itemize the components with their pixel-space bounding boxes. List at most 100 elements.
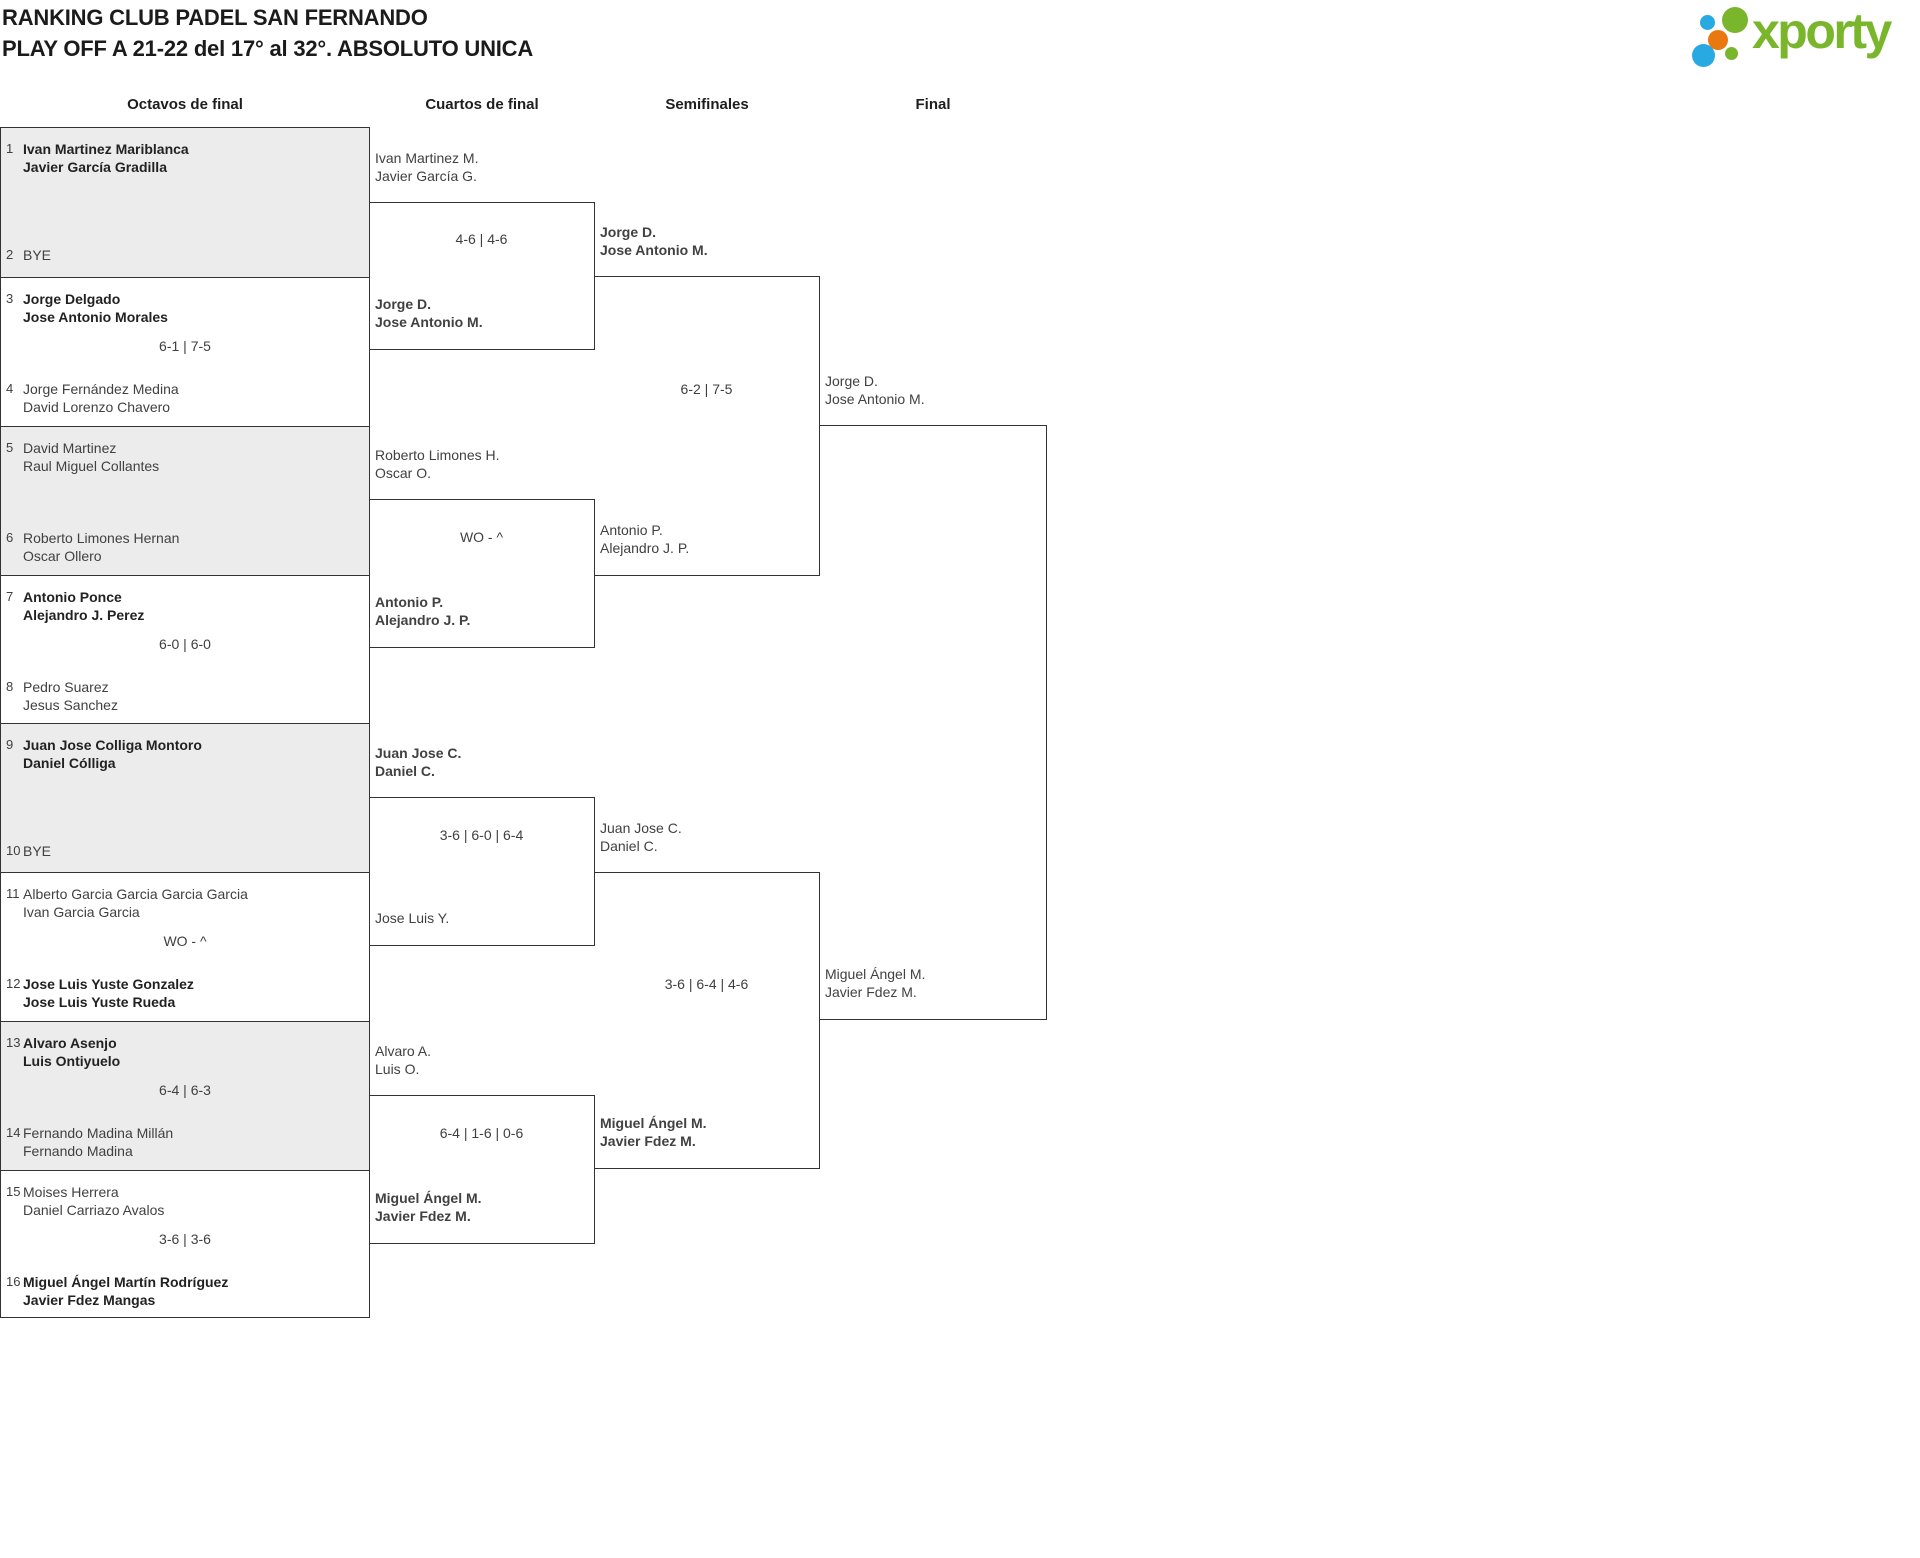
- bye-label: BYE: [23, 247, 52, 263]
- bye-label: BYE: [23, 843, 52, 859]
- match-score: WO - ^: [163, 933, 207, 949]
- team-label: Miguel Ángel M. Javier Fdez M.: [600, 1114, 814, 1150]
- player-2-name: Luis Ontiyuelo: [23, 1053, 121, 1069]
- match-score: 6-1 | 7-5: [159, 338, 211, 354]
- round-header-octavos: Octavos de final: [127, 96, 243, 113]
- player-2-name: Jesus Sanchez: [23, 697, 118, 713]
- match-score: 4-6 | 4-6: [455, 231, 508, 247]
- octavos-match-block-7: 13 Alvaro Asenjo Luis Ontiyuelo 6-4 | 6-…: [1, 1021, 369, 1170]
- player-2-name: Javier Fdez M.: [375, 1208, 471, 1224]
- team-label: Jorge D. Jose Antonio M.: [375, 295, 589, 331]
- team-name: David Martinez Raul Miguel Collantes: [23, 439, 365, 475]
- match-score: 3-6 | 3-6: [159, 1231, 211, 1247]
- player-1-name: Fernando Madina Millán: [23, 1125, 174, 1141]
- player-1-name: Alvaro A.: [375, 1043, 432, 1059]
- team-name: Miguel Ángel Martín Rodríguez Javier Fde…: [23, 1273, 365, 1309]
- seed-number: 11: [6, 886, 20, 901]
- player-1-name: Ivan Martinez Mariblanca: [23, 141, 189, 157]
- player-1-name: Jose Luis Y.: [375, 910, 450, 926]
- team-name: BYE: [23, 842, 365, 860]
- cuartos-match-2: Roberto Limones H. Oscar O. WO - ^ Anton…: [369, 447, 595, 648]
- player-1-name: Miguel Ángel M.: [375, 1190, 482, 1206]
- player-1-name: Miguel Ángel Martín Rodríguez: [23, 1274, 229, 1290]
- team-label: Juan Jose C. Daniel C.: [600, 819, 814, 855]
- seed-number: 5: [6, 440, 14, 455]
- player-1-name: Juan Jose C.: [600, 820, 682, 836]
- team-name: Jorge Delgado Jose Antonio Morales: [23, 290, 365, 326]
- team-label: Jorge D. Jose Antonio M.: [825, 372, 1039, 408]
- octavos-match-block-1: 1 Ivan Martinez Mariblanca Javier García…: [1, 128, 369, 277]
- team-label: Jorge D. Jose Antonio M.: [600, 223, 814, 259]
- team-name: Antonio Ponce Alejandro J. Perez: [23, 588, 365, 624]
- seed-number: 10: [6, 843, 21, 858]
- seed-number: 13: [6, 1035, 21, 1050]
- player-2-name: Javier Fdez M.: [600, 1133, 696, 1149]
- match-score: 6-4 | 1-6 | 0-6: [439, 1124, 524, 1141]
- team-name: Alberto Garcia Garcia Garcia Garcia Ivan…: [23, 885, 365, 921]
- page-title: RANKING CLUB PADEL SAN FERNANDO PLAY OFF…: [2, 2, 533, 64]
- seed-number: 2: [6, 247, 14, 262]
- octavos-match-block-4: 7 Antonio Ponce Alejandro J. Perez 6-0 |…: [1, 575, 369, 724]
- player-1-name: Alvaro Asenjo: [23, 1035, 117, 1051]
- seed-number: 1: [6, 141, 14, 156]
- player-2-name: David Lorenzo Chavero: [23, 399, 171, 415]
- team-label: Miguel Ángel M. Javier Fdez M.: [825, 965, 1039, 1001]
- player-1-name: Pedro Suarez: [23, 679, 109, 695]
- player-1-name: Jorge D.: [825, 373, 878, 389]
- player-2-name: Daniel C.: [600, 838, 658, 854]
- player-2-name: Alejandro J. Perez: [23, 607, 145, 623]
- team-name: Ivan Martinez Mariblanca Javier García G…: [23, 140, 365, 176]
- player-2-name: Jose Luis Yuste Rueda: [23, 994, 176, 1010]
- team-label: Ivan Martinez M. Javier García G.: [375, 149, 589, 185]
- player-2-name: Ivan Garcia Garcia: [23, 904, 140, 920]
- player-2-name: Daniel Cólliga: [23, 755, 116, 771]
- round-header-semifinales: Semifinales: [665, 96, 749, 113]
- player-2-name: Jose Antonio M.: [825, 391, 925, 407]
- player-2-name: Javier Fdez Mangas: [23, 1292, 156, 1308]
- player-1-name: Moises Herrera: [23, 1184, 119, 1200]
- bracket-octavos-column: 1 Ivan Martinez Mariblanca Javier García…: [0, 127, 370, 1318]
- octavos-match-block-5: 9 Juan Jose Colliga Montoro Daniel Cólli…: [1, 723, 369, 872]
- team-name: Roberto Limones Hernan Oscar Ollero: [23, 529, 365, 565]
- player-2-name: Daniel C.: [375, 763, 435, 779]
- team-name: Jorge Fernández Medina David Lorenzo Cha…: [23, 380, 365, 416]
- player-1-name: Jorge Fernández Medina: [23, 381, 179, 397]
- team-label: Alvaro A. Luis O.: [375, 1042, 589, 1078]
- seed-number: 4: [6, 381, 14, 396]
- semifinal-match-1: Jorge D. Jose Antonio M. 6-2 | 7-5 Anton…: [594, 224, 820, 576]
- cuartos-match-3: Juan Jose C. Daniel C. 3-6 | 6-0 | 6-4 J…: [369, 745, 595, 946]
- match-score: 3-6 | 6-4 | 4-6: [664, 975, 749, 992]
- octavos-match-block-6: 11 Alberto Garcia Garcia Garcia Garcia I…: [1, 872, 369, 1021]
- player-1-name: Jorge D.: [600, 224, 657, 240]
- team-name: Pedro Suarez Jesus Sanchez: [23, 678, 365, 714]
- semifinal-match-2: Juan Jose C. Daniel C. 3-6 | 6-4 | 4-6 M…: [594, 820, 820, 1169]
- player-2-name: Fernando Madina: [23, 1143, 133, 1159]
- match-score: WO - ^: [459, 528, 504, 545]
- player-2-name: Oscar O.: [375, 465, 432, 481]
- player-1-name: David Martinez: [23, 440, 117, 456]
- player-2-name: Daniel Carriazo Avalos: [23, 1202, 165, 1218]
- seed-number: 15: [6, 1184, 21, 1199]
- player-1-name: Miguel Ángel M.: [600, 1115, 707, 1131]
- match-score: 6-4 | 6-3: [159, 1082, 211, 1098]
- team-label: Roberto Limones H. Oscar O.: [375, 446, 589, 482]
- cuartos-match-1: Ivan Martinez M. Javier García G. 4-6 | …: [369, 150, 595, 350]
- logo-wordmark: xporty: [1752, 3, 1892, 59]
- player-1-name: Ivan Martinez M.: [375, 150, 479, 166]
- match-score: 6-0 | 6-0: [159, 636, 211, 652]
- xporty-logo: xporty: [1680, 0, 1920, 75]
- octavos-match-block-2: 3 Jorge Delgado Jose Antonio Morales 6-1…: [1, 277, 369, 426]
- logo-dot-blue-small: [1700, 15, 1715, 30]
- seed-number: 3: [6, 291, 14, 306]
- player-2-name: Alejandro J. P.: [600, 540, 690, 556]
- seed-number: 6: [6, 530, 14, 545]
- seed-number: 16: [6, 1274, 21, 1289]
- team-label: Miguel Ángel M. Javier Fdez M.: [375, 1189, 589, 1225]
- player-1-name: Miguel Ángel M.: [825, 966, 926, 982]
- team-name: Moises Herrera Daniel Carriazo Avalos: [23, 1183, 365, 1219]
- cuartos-match-4: Alvaro A. Luis O. 6-4 | 1-6 | 0-6 Miguel…: [369, 1043, 595, 1244]
- player-1-name: Jorge D.: [375, 296, 432, 312]
- player-2-name: Javier García G.: [375, 168, 477, 184]
- player-2-name: Jose Antonio M.: [375, 314, 483, 330]
- logo-dot-green-small: [1725, 47, 1738, 60]
